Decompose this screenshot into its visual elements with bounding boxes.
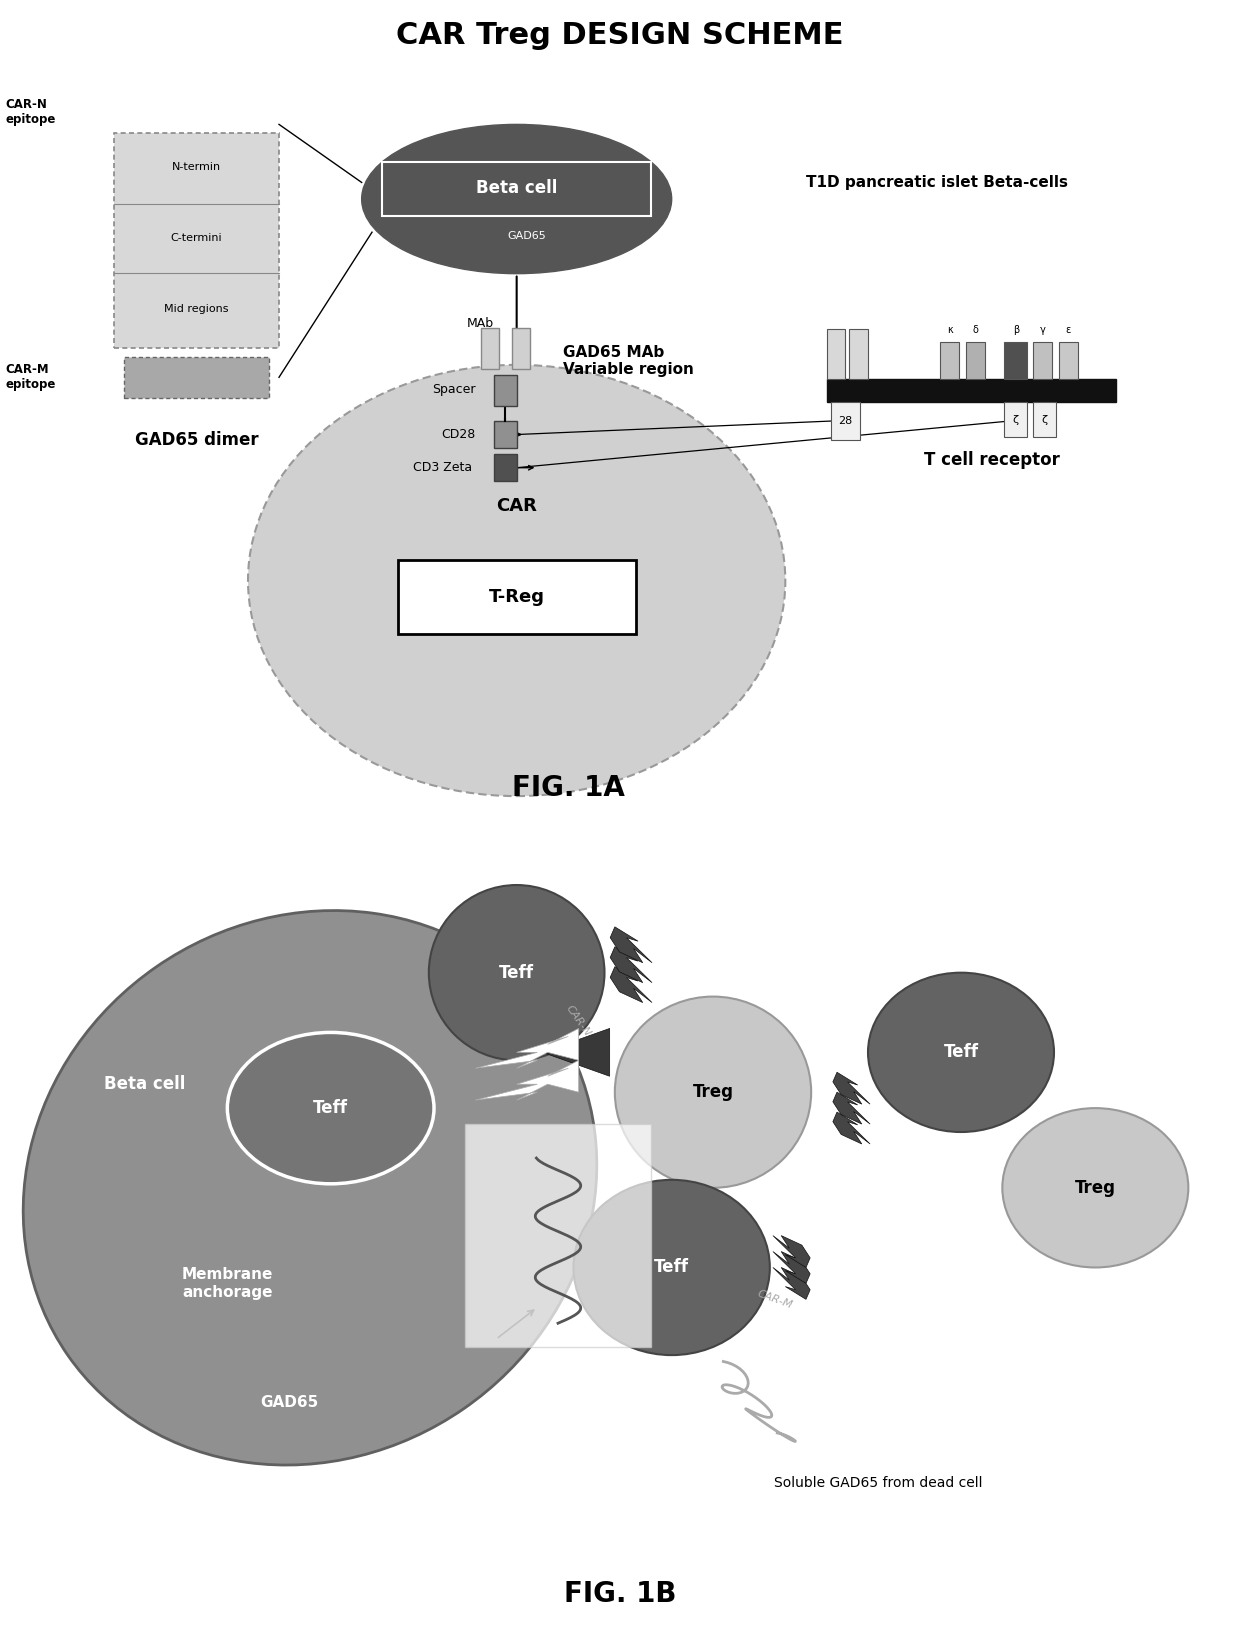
Bar [1004, 341, 1027, 379]
Text: T1D pancreatic islet Beta-cells: T1D pancreatic islet Beta-cells [806, 176, 1068, 190]
Text: GAD65: GAD65 [507, 231, 547, 241]
Text: CAR Treg DESIGN SCHEME: CAR Treg DESIGN SCHEME [397, 21, 843, 50]
Ellipse shape [24, 911, 596, 1465]
Text: Beta cell: Beta cell [476, 179, 557, 197]
Bar [494, 421, 517, 447]
Text: ε: ε [1065, 325, 1071, 335]
Text: CD28: CD28 [441, 428, 475, 441]
Text: ζ: ζ [1013, 415, 1019, 424]
Text: T cell receptor: T cell receptor [924, 452, 1060, 470]
Polygon shape [833, 1093, 870, 1124]
Bar [966, 341, 985, 379]
Text: CAR-M
epitope: CAR-M epitope [5, 363, 56, 392]
Bar [465, 1124, 651, 1346]
Bar [1004, 402, 1027, 437]
Text: FIG. 1B: FIG. 1B [564, 1580, 676, 1608]
Text: Treg: Treg [1075, 1179, 1116, 1197]
Text: γ: γ [1039, 325, 1045, 335]
Ellipse shape [227, 1033, 434, 1184]
Text: Teff: Teff [944, 1044, 978, 1062]
Bar [1033, 341, 1052, 379]
Polygon shape [833, 1072, 870, 1104]
Text: Teff: Teff [500, 964, 534, 982]
Ellipse shape [868, 972, 1054, 1132]
Text: CD3 Zeta: CD3 Zeta [413, 462, 472, 475]
Ellipse shape [248, 364, 785, 797]
Polygon shape [475, 1060, 579, 1101]
Text: Soluble GAD65 from dead cell: Soluble GAD65 from dead cell [774, 1475, 982, 1489]
Bar [827, 328, 846, 379]
Polygon shape [610, 967, 652, 1003]
Text: Mid regions: Mid regions [164, 304, 228, 314]
Bar [481, 327, 498, 369]
Text: Beta cell: Beta cell [104, 1075, 185, 1093]
Bar [831, 402, 859, 439]
Polygon shape [610, 927, 652, 963]
Text: β: β [1013, 325, 1019, 335]
Text: GAD65 dimer: GAD65 dimer [134, 431, 258, 449]
Text: Treg: Treg [692, 1083, 734, 1101]
Text: FIG. 1A: FIG. 1A [512, 774, 625, 802]
Text: δ: δ [972, 325, 978, 335]
FancyBboxPatch shape [114, 133, 279, 348]
Bar [827, 379, 1116, 402]
Ellipse shape [1002, 1109, 1188, 1268]
Bar [494, 376, 517, 406]
Text: GAD65 MAb
Variable region: GAD65 MAb Variable region [563, 345, 694, 377]
Ellipse shape [429, 885, 605, 1060]
FancyBboxPatch shape [398, 559, 635, 634]
Bar [494, 454, 517, 481]
Polygon shape [773, 1236, 810, 1268]
Bar [940, 341, 959, 379]
Polygon shape [833, 1112, 870, 1145]
Text: N-termin: N-termin [172, 163, 221, 172]
Text: Spacer: Spacer [432, 384, 475, 397]
Text: κ: κ [947, 325, 952, 335]
Text: ζ: ζ [1042, 415, 1048, 424]
Ellipse shape [573, 1180, 770, 1354]
Text: CAR-M: CAR-M [756, 1288, 794, 1311]
Text: Teff: Teff [314, 1099, 348, 1117]
Text: 28: 28 [838, 416, 852, 426]
Ellipse shape [615, 997, 811, 1187]
Bar [511, 327, 531, 369]
Text: Teff: Teff [655, 1259, 689, 1276]
Ellipse shape [362, 125, 672, 273]
Text: CAR-N: CAR-N [564, 1003, 593, 1037]
Text: MAb: MAb [467, 317, 494, 330]
Text: Membrane
anchorage: Membrane anchorage [181, 1267, 273, 1299]
Polygon shape [543, 1028, 610, 1076]
Text: T-Reg: T-Reg [489, 589, 544, 606]
Text: CAR: CAR [496, 498, 537, 515]
Text: C-termini: C-termini [171, 233, 222, 244]
Polygon shape [475, 1028, 579, 1068]
Polygon shape [773, 1268, 810, 1299]
Text: GAD65: GAD65 [260, 1395, 319, 1410]
Bar [1059, 341, 1078, 379]
Polygon shape [610, 946, 652, 982]
Polygon shape [773, 1252, 810, 1283]
Bar [849, 328, 868, 379]
FancyBboxPatch shape [124, 356, 269, 398]
Bar [1033, 402, 1056, 437]
Text: CAR-N
epitope: CAR-N epitope [5, 98, 56, 125]
